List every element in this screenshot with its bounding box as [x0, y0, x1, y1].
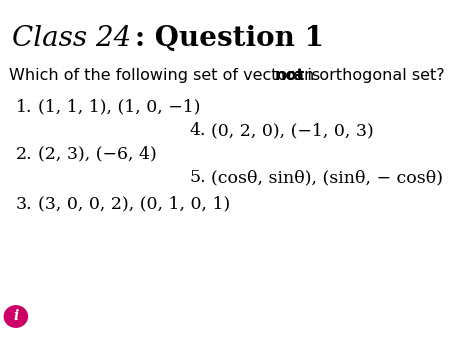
- Text: 2.: 2.: [16, 146, 32, 163]
- Text: an orthogonal set?: an orthogonal set?: [289, 68, 445, 83]
- Text: 3.: 3.: [16, 196, 32, 213]
- Text: (cosθ, sinθ), (sinθ, − cosθ): (cosθ, sinθ), (sinθ, − cosθ): [211, 169, 443, 186]
- Text: not: not: [274, 68, 305, 83]
- Text: 4.: 4.: [189, 122, 206, 139]
- Text: (3, 0, 0, 2), (0, 1, 0, 1): (3, 0, 0, 2), (0, 1, 0, 1): [37, 196, 230, 213]
- Text: i: i: [13, 310, 18, 323]
- Text: Which of the following set of vectors is: Which of the following set of vectors is: [9, 68, 325, 83]
- Text: Class 24: Class 24: [12, 25, 131, 52]
- Text: (0, 2, 0), (−1, 0, 3): (0, 2, 0), (−1, 0, 3): [211, 122, 374, 139]
- Text: 5.: 5.: [189, 169, 206, 186]
- Text: : Question 1: : Question 1: [135, 25, 324, 52]
- Text: 1.: 1.: [16, 99, 32, 116]
- Circle shape: [4, 306, 27, 327]
- Text: (2, 3), (−6, 4): (2, 3), (−6, 4): [37, 146, 156, 163]
- Text: (1, 1, 1), (1, 0, −1): (1, 1, 1), (1, 0, −1): [37, 99, 200, 116]
